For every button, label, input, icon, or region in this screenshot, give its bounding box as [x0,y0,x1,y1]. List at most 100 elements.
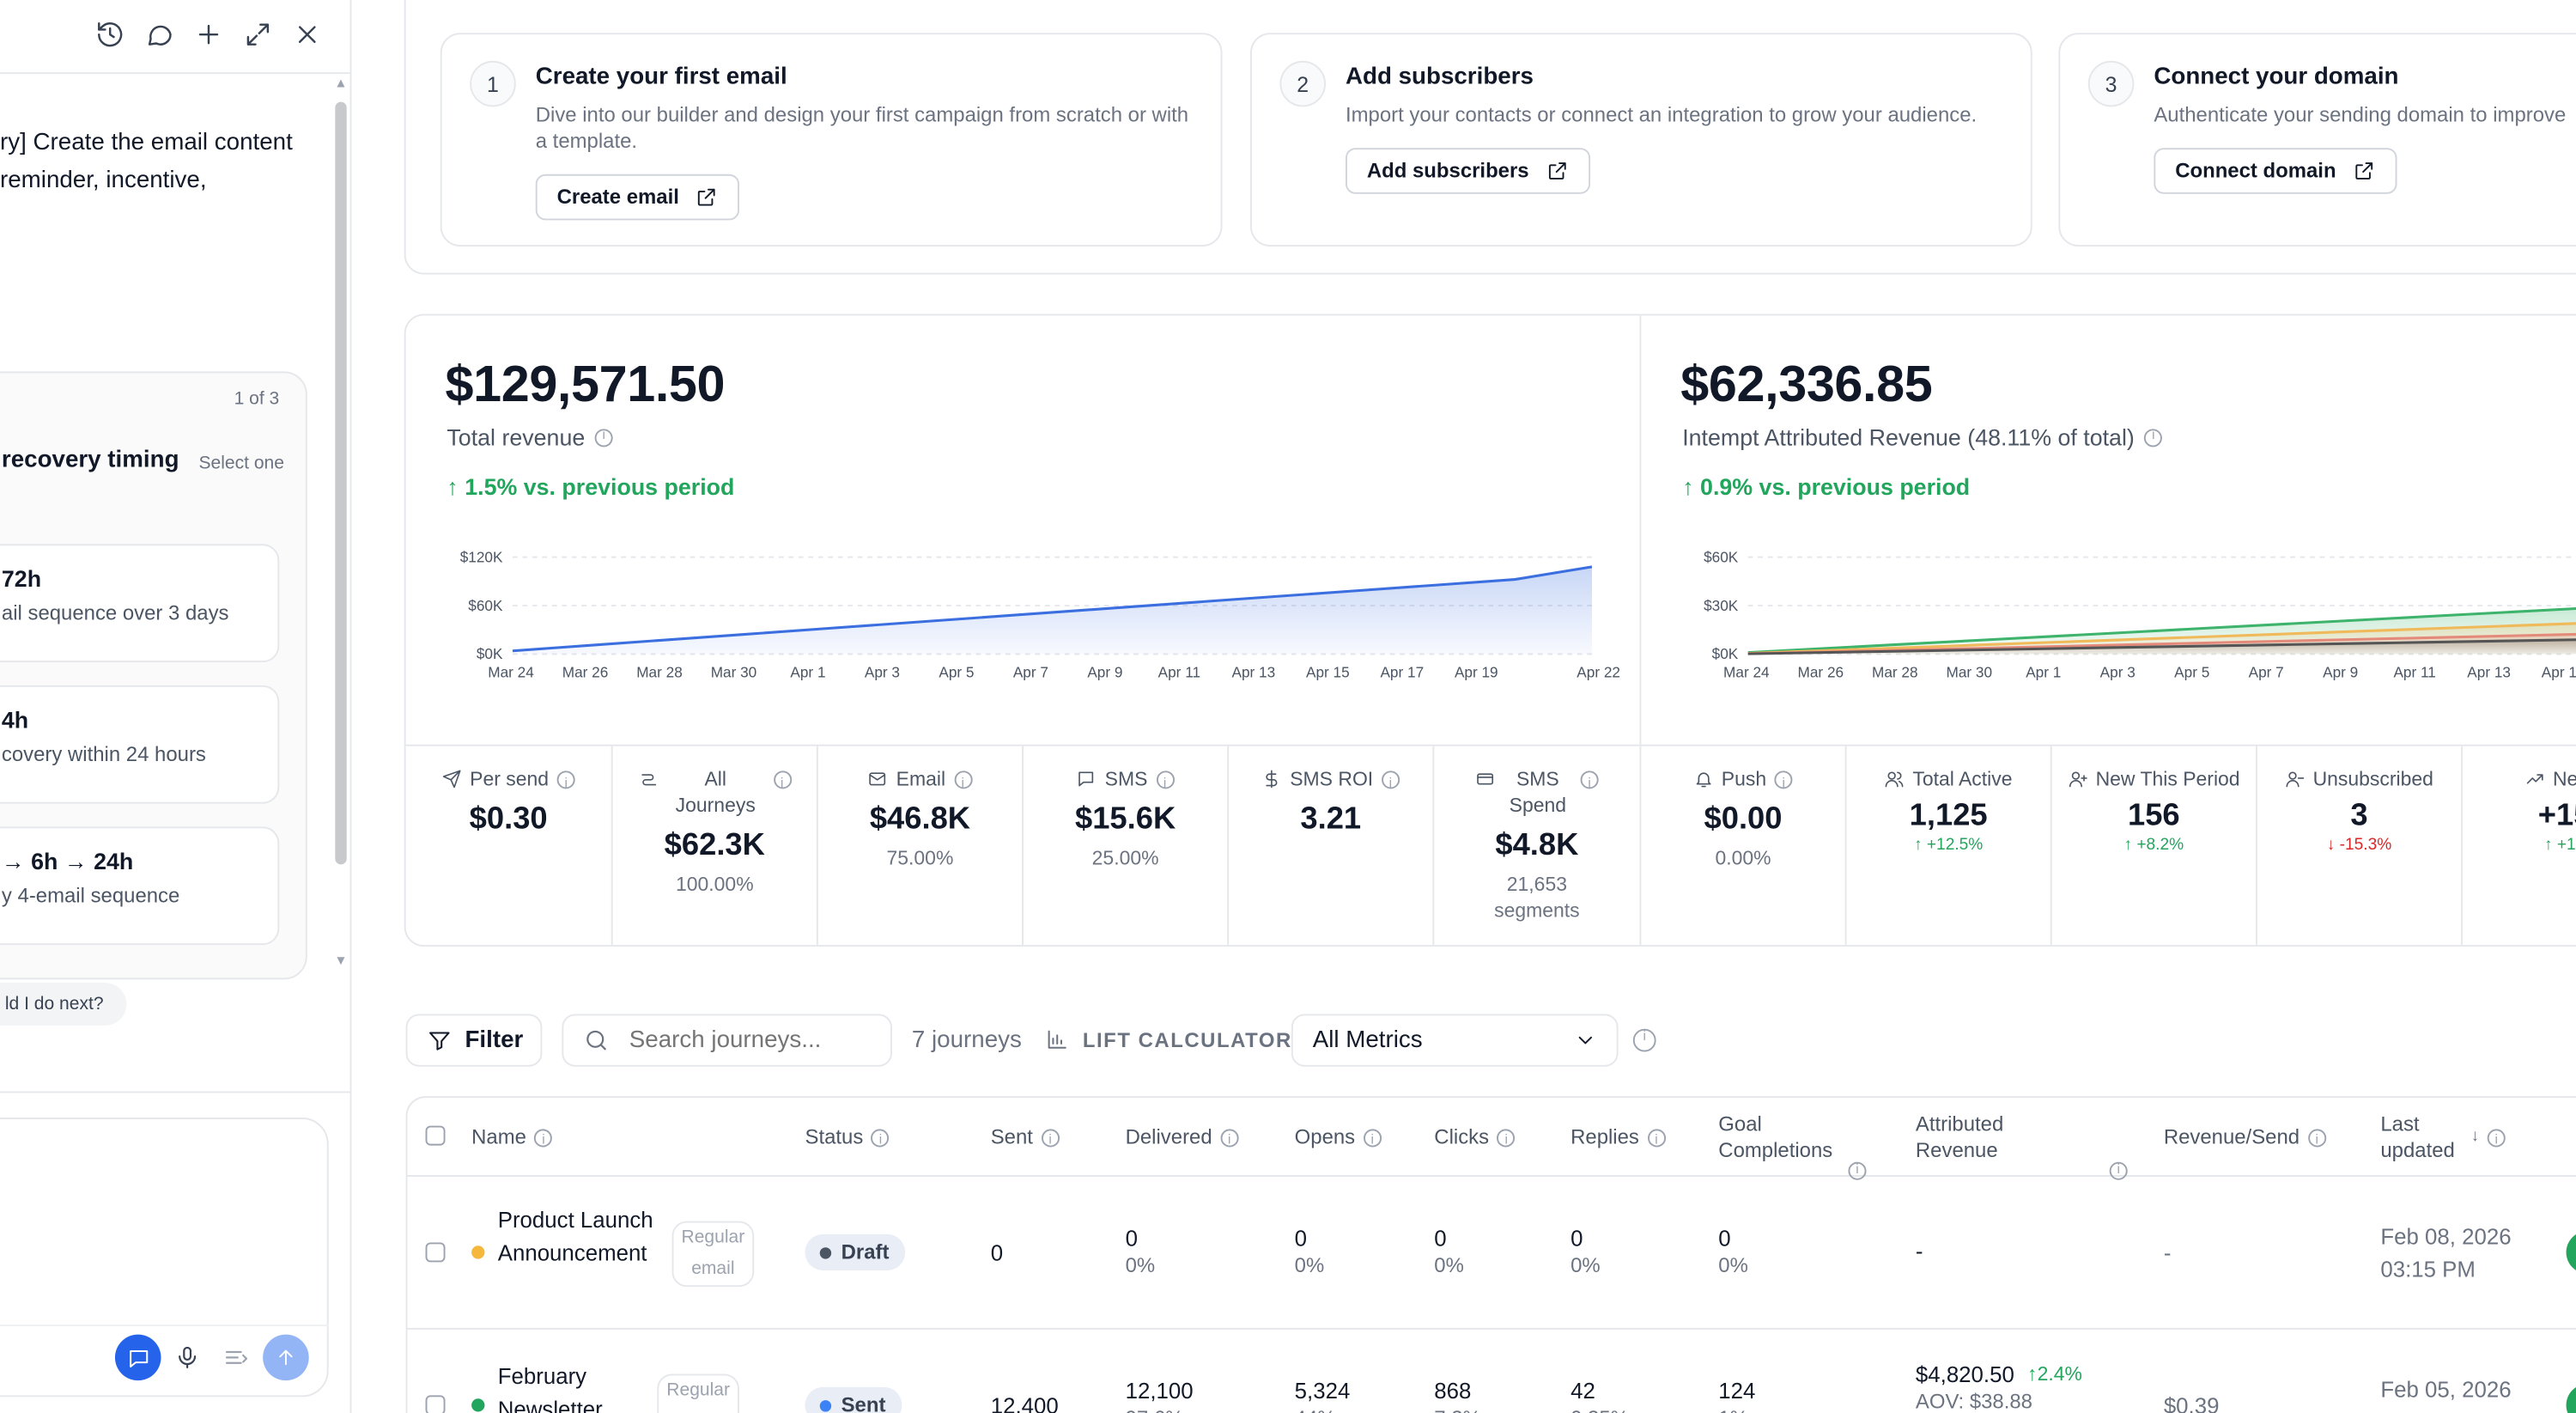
chat-mode-button[interactable] [114,1334,161,1381]
scroll-up-icon[interactable]: ▲ [334,76,348,91]
x-tick-label: Mar 24 [1723,663,1770,680]
column-header-last-updated[interactable]: Last updated ↓ [2380,1111,2506,1163]
info-icon[interactable] [2487,1128,2506,1154]
column-header-revenue-send[interactable]: Revenue/Send [2164,1124,2326,1154]
button-label: LIFT CALCULATOR [1082,1027,1292,1051]
column-header-status[interactable]: Status [805,1124,890,1154]
x-tick-label: Apr 17 [1380,663,1424,680]
info-icon[interactable] [1632,1028,1656,1052]
info-icon[interactable] [1041,1128,1060,1154]
filter-button[interactable]: Filter [405,1014,543,1067]
status-dot [471,1398,485,1412]
row-checkbox[interactable] [425,1242,446,1263]
info-icon[interactable] [1774,770,1793,796]
column-header-clicks[interactable]: Clicks [1434,1124,1516,1154]
column-header-opens[interactable]: Opens [1295,1124,1382,1154]
scroll-down-icon[interactable]: ▼ [334,953,348,968]
info-icon[interactable] [1381,770,1400,796]
kpi-label: Per send [406,766,611,796]
attributed-revenue-cell: $4,820.50 ↑2.4% AOV: $38.88 [1916,1361,2082,1413]
info-icon[interactable] [1647,1128,1666,1154]
info-icon[interactable] [871,1128,890,1154]
search-box[interactable] [562,1014,892,1067]
info-icon[interactable] [1848,1161,1867,1180]
kpi-tile: Total Active 1,125 ↑ +12.5% [1847,746,2052,946]
x-tick-label: Apr 22 [1577,663,1620,680]
all-journeys-icon [638,769,658,789]
kpi-value: 156 [2127,798,2180,834]
option-card[interactable]: 4h covery within 24 hours [0,685,280,804]
info-icon[interactable] [953,770,972,796]
column-header-name[interactable]: Name [471,1124,553,1154]
select-all-checkbox[interactable] [425,1125,446,1146]
total-revenue-value: $129,571.50 [445,355,726,413]
info-icon[interactable] [773,770,792,796]
opens-cell: 5,32444% [1295,1377,1351,1413]
y-tick-label: $60K [1704,548,1739,565]
column-header-goal-completions[interactable]: Goal Completions [1718,1111,1850,1163]
step-desc: Import your contacts or connect an integ… [1345,103,1978,127]
chat-scrollbar[interactable] [335,101,347,865]
question-hint: Select one [198,454,284,474]
kpi-label-text: Net G [2552,767,2576,791]
status-badge: Sent [805,1386,902,1413]
column-header-attributed-revenue[interactable]: Attributed Revenue [1916,1111,2047,1163]
info-icon[interactable] [1363,1128,1382,1154]
info-icon[interactable] [2109,1161,2128,1180]
kpi-label-text: All Journeys [675,767,756,817]
info-icon[interactable] [1156,770,1175,796]
history-icon[interactable] [95,20,125,49]
info-icon[interactable] [2307,1128,2326,1154]
replies-percent: 0.35% [1571,1405,1629,1413]
info-icon[interactable] [594,427,613,447]
suggestion-chip[interactable]: ld I do next? [0,983,127,1026]
kpi-tile: Per send $0.30 [406,746,613,946]
row-checkbox[interactable] [425,1395,446,1413]
column-header-sent[interactable]: Sent [991,1124,1060,1154]
create-email-button[interactable]: Create email [535,174,740,221]
kpi-label-text: SMS Spend [1509,767,1567,817]
journey-name[interactable]: February Newsletter [497,1364,603,1413]
microphone-icon[interactable] [174,1344,201,1371]
x-tick-label: Apr 15 [2542,663,2576,680]
x-tick-label: Apr 15 [1306,663,1350,680]
metrics-select[interactable]: All Metrics [1291,1014,1619,1067]
lift-calculator-button[interactable]: LIFT CALCULATOR [1045,1027,1292,1052]
info-icon[interactable] [534,1128,553,1154]
info-icon[interactable] [1220,1128,1239,1154]
total-revenue-label: Total revenue [447,424,613,450]
step-number: 3 [2087,60,2135,107]
info-icon[interactable] [2144,427,2163,447]
kpi-value: 3 [2350,798,2368,834]
column-header-delivered[interactable]: Delivered [1126,1124,1239,1154]
kpi-change: ↑ +8.2% [2123,836,2184,855]
delivered-cell: 12,10097.6% [1126,1377,1194,1413]
column-header-replies[interactable]: Replies [1571,1124,1666,1154]
send-button[interactable] [263,1334,309,1381]
sort-desc-icon[interactable]: ↓ [2470,1127,2480,1146]
journey-name[interactable]: Product Launch Announcement [497,1208,653,1266]
x-tick-label: Mar 30 [1947,663,1993,680]
expand-icon[interactable] [243,20,272,49]
add-subscribers-button[interactable]: Add subscribers [1345,148,1590,194]
options-lines-icon[interactable] [223,1344,250,1371]
attributed-revenue-value: $62,336.85 [1680,355,1933,413]
info-icon[interactable] [1497,1128,1516,1154]
info-icon[interactable] [1580,770,1599,796]
kpi-value: 1,125 [1909,798,1988,834]
updated-date: Feb 08, 2026 [2380,1224,2512,1250]
option-card[interactable]: → 6h → 24h y 4-email sequence [0,826,280,946]
close-icon[interactable] [293,20,322,49]
option-card[interactable]: 72h ail sequence over 3 days [0,544,280,663]
search-input[interactable] [629,1026,860,1054]
x-tick-label: Apr 11 [2393,663,2435,680]
info-icon[interactable] [556,770,575,796]
plus-icon[interactable] [194,20,223,49]
row-action-button[interactable] [2566,1231,2576,1274]
clicks-percent: 0% [1434,1253,1464,1277]
connect-domain-button[interactable]: Connect domain [2154,148,2397,194]
kpi-tile: SMS ROI 3.21 [1229,746,1435,946]
row-action-button[interactable] [2566,1383,2576,1413]
kpi-label: Unsubscribed [2257,766,2461,793]
new-chat-bubble-icon[interactable] [144,20,173,49]
